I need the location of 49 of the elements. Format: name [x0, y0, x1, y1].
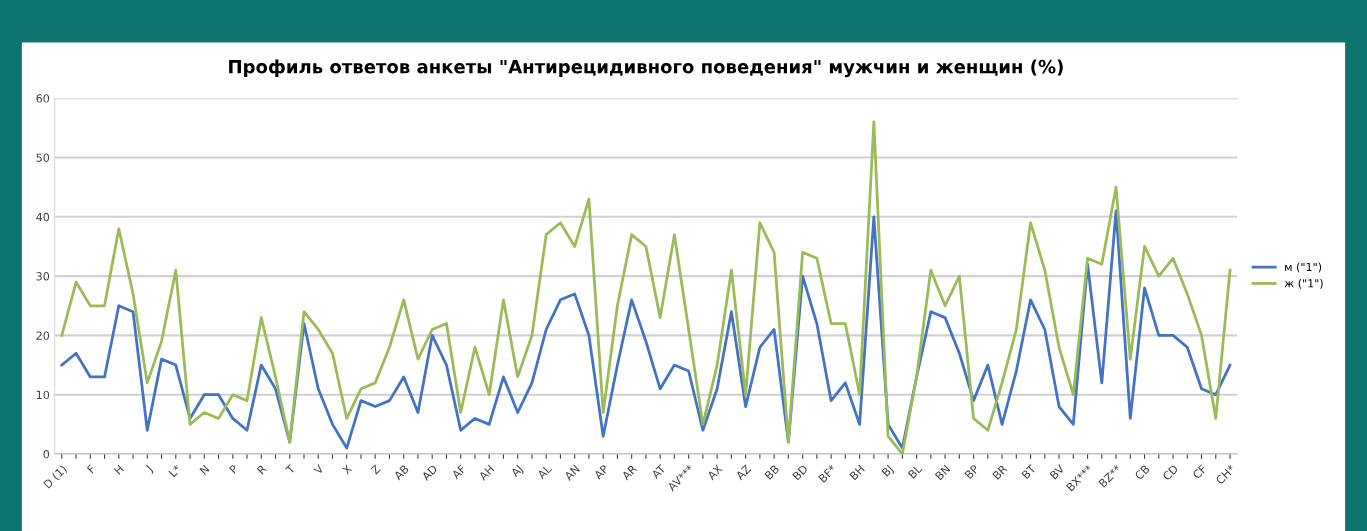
x-tick-label: BH [849, 464, 865, 481]
x-tick-label: AF [451, 464, 467, 480]
x-tick-label: CD [1162, 464, 1179, 481]
x-tick-label: F [86, 464, 96, 474]
x-tick-label: BV [1049, 464, 1065, 480]
x-tick-label: BF* [818, 464, 837, 483]
x-tick-label: BP [964, 464, 980, 480]
x-tick-label: Z [370, 464, 381, 475]
x-tick-label: R [256, 464, 267, 475]
x-tick-label: CB [1134, 464, 1151, 481]
x-tick-label: AR [621, 464, 638, 481]
x-tick-label: AD [421, 464, 438, 482]
x-tick-label: D (1) [42, 464, 69, 490]
x-tick-label: V [313, 464, 325, 476]
y-tick-label: 0 [43, 449, 50, 459]
line-series [60, 120, 1232, 454]
x-tick-label: BR [992, 464, 1008, 480]
x-tick-label: J [144, 464, 155, 474]
y-tick-label: 50 [36, 153, 50, 162]
x-tick-label: AX [706, 464, 723, 481]
x-tick-label: BD [792, 464, 809, 481]
x-tick-label: BJ [881, 464, 895, 479]
x-tick-label: AH [478, 464, 495, 481]
x-tick-label: AZ [735, 464, 752, 481]
x-tick-label: X [341, 464, 353, 475]
x-tick-label: AJ [510, 464, 525, 479]
x-tick-label: BB [764, 464, 780, 480]
x-tick-label: L* [168, 464, 182, 478]
x-tick-label: T [285, 463, 296, 475]
x-tick-label: N [199, 464, 210, 475]
x-tick-label: CF [1192, 464, 1208, 480]
x-tick-label: H [113, 464, 124, 475]
x-tick-label: BT [1021, 463, 1037, 480]
y-tick-label: 20 [36, 331, 50, 340]
chart-title: Профиль ответов анкеты "Антирецидивного поведения" мужчин и женщин (%) [229, 59, 1063, 78]
y-tick-label: 40 [36, 212, 50, 222]
x-tick-label: AT [650, 463, 667, 480]
y-tick-label: 30 [36, 272, 50, 281]
y-tick-label: 60 [36, 94, 50, 103]
x-tick-label: BN [934, 464, 951, 481]
x-tick-label: BL [907, 464, 923, 479]
x-tick-label: AN [563, 464, 580, 481]
y-tick-label: 10 [36, 390, 50, 400]
x-tick-label: AL [536, 464, 553, 480]
x-tick-label: AB [393, 464, 410, 481]
legend-label: ж ("1") [1284, 278, 1323, 289]
x-tick-label: P [229, 464, 239, 474]
legend-label: м ("1") [1285, 262, 1322, 273]
x-tick-label: AP [593, 464, 609, 480]
